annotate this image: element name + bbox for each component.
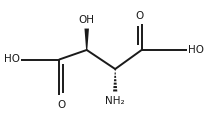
Text: OH: OH: [79, 15, 95, 25]
Polygon shape: [115, 72, 116, 74]
Text: HO: HO: [188, 45, 204, 55]
Polygon shape: [84, 29, 89, 50]
Polygon shape: [113, 89, 117, 92]
Polygon shape: [115, 69, 116, 71]
Polygon shape: [114, 79, 116, 81]
Text: NH₂: NH₂: [105, 96, 125, 106]
Polygon shape: [113, 86, 117, 88]
Text: HO: HO: [4, 55, 20, 64]
Text: O: O: [135, 11, 144, 21]
Polygon shape: [114, 76, 116, 78]
Text: O: O: [57, 100, 65, 110]
Polygon shape: [114, 83, 117, 85]
